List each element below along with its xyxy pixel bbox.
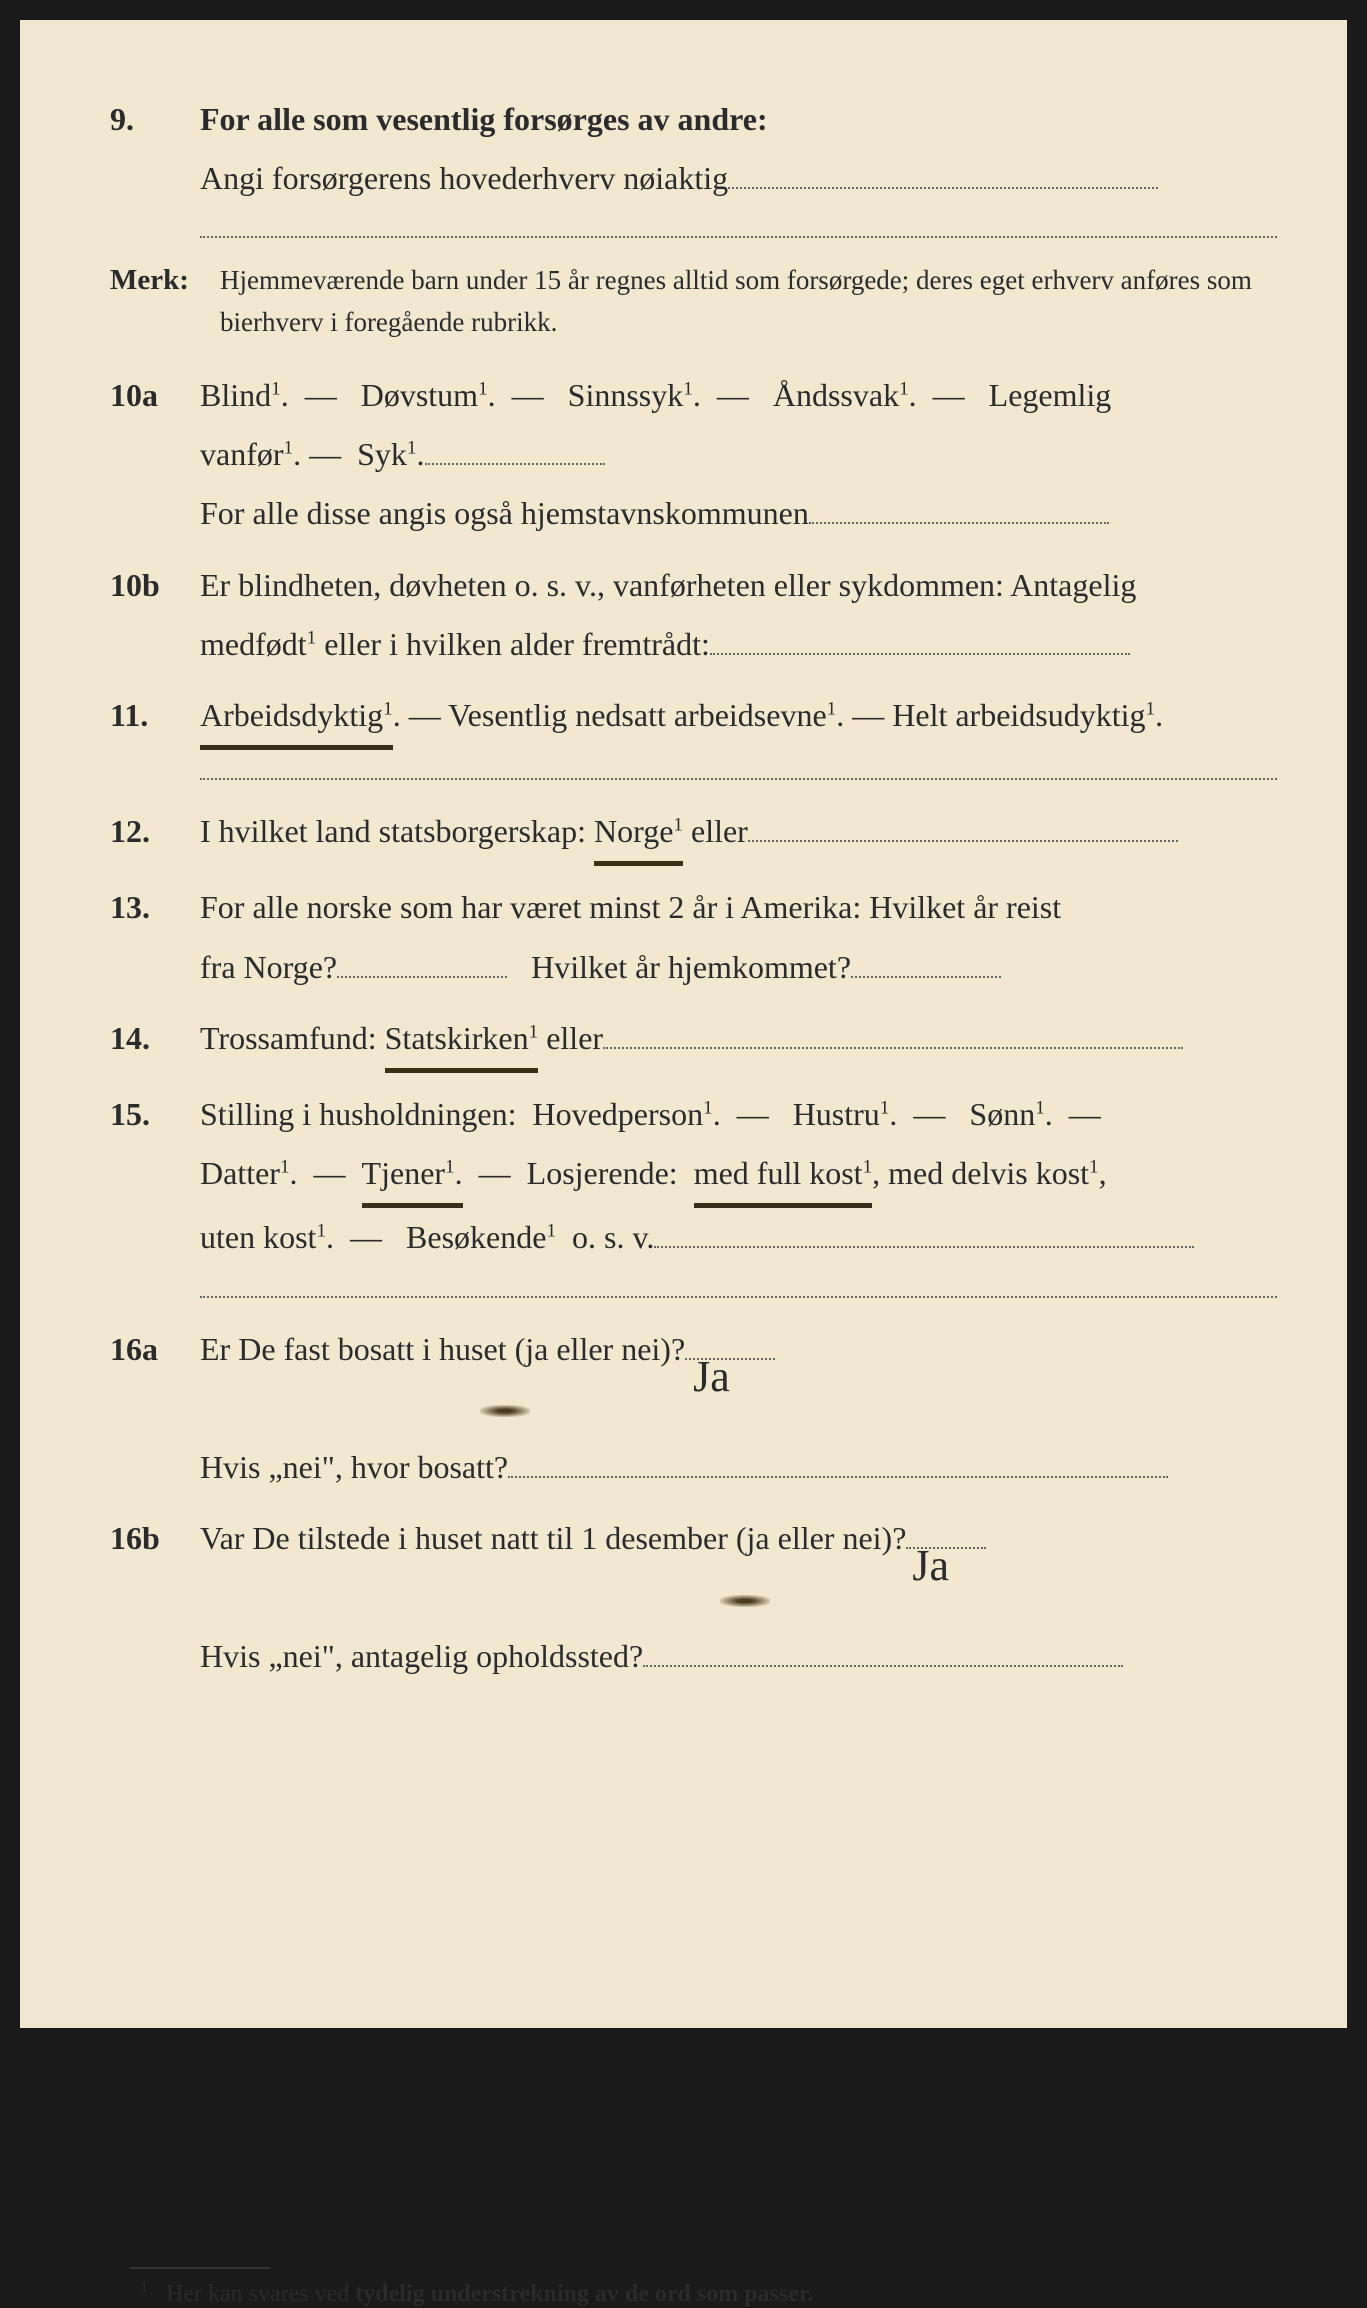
q15-besokende: Besøkende — [406, 1219, 546, 1255]
q9-heading: For alle som vesentlig forsørges av andr… — [200, 101, 768, 137]
q9-number: 9. — [110, 101, 200, 138]
q12-number: 12. — [110, 813, 200, 850]
q10b-text2a: medfødt — [200, 626, 307, 662]
q10a-vanfor: vanfør — [200, 436, 284, 472]
q10a-opt-andssvak: Åndssvak — [773, 377, 899, 413]
footnote-text-a: Her kan svares ved — [166, 2281, 355, 2307]
q14-number: 14. — [110, 1020, 200, 1057]
q14-statskirken: Statskirken — [385, 1020, 529, 1056]
q10a-number: 10a — [110, 377, 200, 414]
q15-tjener: Tjener — [362, 1155, 446, 1191]
q12-norge: Norge — [594, 813, 673, 849]
footnote-number: 1 — [140, 2279, 148, 2296]
q16a-text2: Hvis „nei", hvor bosatt? — [200, 1438, 508, 1497]
q11-number: 11. — [110, 697, 200, 734]
q15-body: Stilling i husholdningen: Hovedperson1. … — [200, 1085, 1277, 1268]
q11-opt2: Vesentlig nedsatt arbeidsevne — [448, 697, 827, 733]
q15-fullkost-underlined: med full kost1 — [694, 1144, 872, 1208]
q10a-body: Blind1. — Døvstum1. — Sinnssyk1. — Åndss… — [200, 366, 1277, 544]
question-11: 11. Arbeidsdyktig1. — Vesentlig nedsatt … — [110, 686, 1277, 750]
footnote-text-b: tydelig understrekning av de ord som pas… — [355, 2281, 813, 2307]
q15-datter: Datter — [200, 1155, 280, 1191]
q10a-opt-sinnssyk: Sinnssyk — [568, 377, 684, 413]
q14-after: eller — [546, 1020, 603, 1056]
q15-hustru: Hustru — [793, 1096, 880, 1132]
q10a-opt-legemlig: Legemlig — [989, 377, 1112, 413]
question-10b: 10b Er blindheten, døvheten o. s. v., va… — [110, 556, 1277, 674]
q16b-body: Var De tilstede i huset natt til 1 desem… — [200, 1509, 1277, 1687]
merk-label: Merk: — [110, 264, 220, 297]
smudge-mark — [480, 1405, 530, 1417]
divider-line — [200, 236, 1277, 238]
q11-opt3: Helt arbeidsudyktig — [892, 697, 1145, 733]
q15-fullkost: med full kost — [694, 1155, 863, 1191]
question-9: 9. For alle som vesentlig forsørges av a… — [110, 90, 1277, 208]
q10b-text2b: eller i hvilken alder fremtrådt: — [316, 626, 710, 662]
q11-body: Arbeidsdyktig1. — Vesentlig nedsatt arbe… — [200, 686, 1277, 750]
merk-text: Hjemmeværende barn under 15 år regnes al… — [220, 260, 1277, 344]
q10b-number: 10b — [110, 567, 200, 604]
question-16a: 16a Er De fast bosatt i huset (ja eller … — [110, 1320, 1277, 1498]
question-10a: 10a Blind1. — Døvstum1. — Sinnssyk1. — Å… — [110, 366, 1277, 544]
question-15: 15. Stilling i husholdningen: Hovedperso… — [110, 1085, 1277, 1268]
q16a-answer: Ja — [693, 1336, 730, 1417]
q15-osv: o. s. v. — [572, 1219, 654, 1255]
q13-text2b: Hvilket år hjemkommet? — [531, 949, 851, 985]
q13-body: For alle norske som har været minst 2 år… — [200, 878, 1277, 996]
q14-text: Trossamfund: — [200, 1020, 385, 1056]
q15-sonn: Sønn — [969, 1096, 1035, 1132]
q13-number: 13. — [110, 889, 200, 926]
q10a-syk: Syk — [357, 436, 407, 472]
footnote-rule — [130, 2267, 270, 2269]
q13-text1: For alle norske som har været minst 2 år… — [200, 889, 1061, 925]
q13-text2a: fra Norge? — [200, 949, 337, 985]
q16a-text1: Er De fast bosatt i huset (ja eller nei)… — [200, 1331, 685, 1367]
q12-after: eller — [691, 813, 748, 849]
q12-text: I hvilket land statsborgerskap: — [200, 813, 594, 849]
q10b-text1: Er blindheten, døvheten o. s. v., vanfør… — [200, 567, 1136, 603]
q11-opt1: Arbeidsdyktig — [200, 697, 383, 733]
q15-utenkost: uten kost — [200, 1219, 316, 1255]
q10b-body: Er blindheten, døvheten o. s. v., vanfør… — [200, 556, 1277, 674]
q9-line2: Angi forsørgerens hovederhverv nøiaktig — [200, 160, 728, 196]
q16b-number: 16b — [110, 1520, 200, 1557]
q14-underlined: Statskirken1 — [385, 1009, 539, 1073]
q15-lead: Stilling i husholdningen: — [200, 1096, 516, 1132]
q16b-answer: Ja — [912, 1525, 949, 1606]
smudge-mark-2 — [720, 1595, 770, 1607]
q10a-line3: For alle disse angis også hjemstavnskomm… — [200, 495, 809, 531]
q10a-opt-dovstum: Døvstum — [361, 377, 478, 413]
q12-body: I hvilket land statsborgerskap: Norge1 e… — [200, 802, 1277, 866]
q15-hovedperson: Hovedperson — [532, 1096, 703, 1132]
q16b-text1: Var De tilstede i huset natt til 1 desem… — [200, 1520, 906, 1556]
q15-delviskost: med delvis kost — [888, 1155, 1089, 1191]
q9-body: For alle som vesentlig forsørges av andr… — [200, 90, 1277, 208]
q16b-text2: Hvis „nei", antagelig opholdssted? — [200, 1627, 643, 1686]
q10a-opt-blind: Blind — [200, 377, 271, 413]
q11-opt1-underlined: Arbeidsdyktig1 — [200, 686, 393, 750]
question-16b: 16b Var De tilstede i huset natt til 1 d… — [110, 1509, 1277, 1687]
footnote: 1 Her kan svares ved tydelig understrekn… — [140, 2279, 1277, 2308]
q15-number: 15. — [110, 1096, 200, 1133]
q16a-body: Er De fast bosatt i huset (ja eller nei)… — [200, 1320, 1277, 1498]
q15-tjener-underlined: Tjener1. — [362, 1144, 463, 1208]
divider-line-3 — [200, 1296, 1277, 1298]
q15-losjerende: Losjerende: — [527, 1155, 678, 1191]
question-14: 14. Trossamfund: Statskirken1 eller — [110, 1009, 1277, 1073]
question-12: 12. I hvilket land statsborgerskap: Norg… — [110, 802, 1277, 866]
merk-note: Merk: Hjemmeværende barn under 15 år reg… — [110, 260, 1277, 344]
document-page: 9. For alle som vesentlig forsørges av a… — [20, 20, 1347, 2028]
divider-line-2 — [200, 778, 1277, 780]
q16a-number: 16a — [110, 1331, 200, 1368]
q12-underlined: Norge1 — [594, 802, 683, 866]
question-13: 13. For alle norske som har været minst … — [110, 878, 1277, 996]
q14-body: Trossamfund: Statskirken1 eller — [200, 1009, 1277, 1073]
